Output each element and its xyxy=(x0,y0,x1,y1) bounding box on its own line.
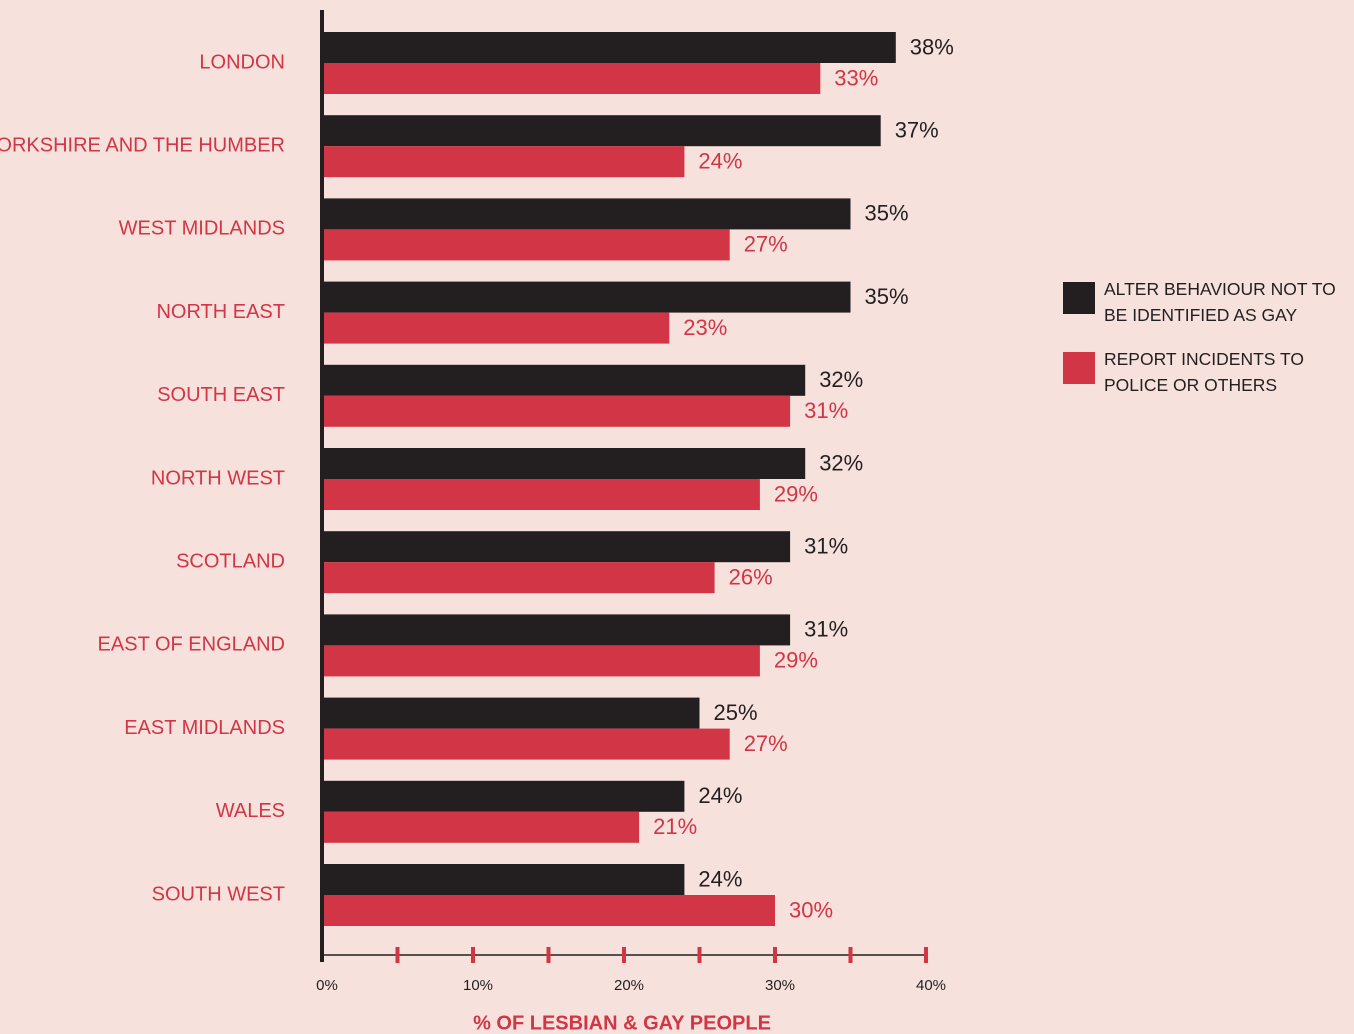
category-label: SCOTLAND xyxy=(176,550,285,572)
legend: ALTER BEHAVIOUR NOT TO BE IDENTIFIED AS … xyxy=(1063,279,1353,422)
value-label: 31% xyxy=(804,534,848,559)
value-label: 38% xyxy=(910,34,954,59)
category-label: NORTH WEST xyxy=(151,467,285,489)
x-axis-label: % OF LESBIAN & GAY PEOPLE xyxy=(473,1012,771,1034)
category-label: LONDON xyxy=(199,51,285,73)
value-label: 31% xyxy=(804,617,848,642)
value-label: 26% xyxy=(729,565,773,590)
bar xyxy=(322,312,670,344)
x-tick-label: 40% xyxy=(916,977,946,994)
value-label: 33% xyxy=(834,65,878,90)
bar xyxy=(322,115,881,147)
bar xyxy=(322,728,730,760)
value-label: 32% xyxy=(819,450,863,475)
value-label: 23% xyxy=(683,315,727,340)
x-tick-label: 0% xyxy=(316,977,338,994)
category-label: WEST MIDLANDS xyxy=(119,218,285,240)
legend-swatch xyxy=(1063,352,1095,384)
bar xyxy=(322,281,851,313)
value-label: 32% xyxy=(819,367,863,392)
value-label: 21% xyxy=(653,814,697,839)
bar xyxy=(322,229,730,261)
bar xyxy=(322,198,851,230)
category-label: EAST MIDLANDS xyxy=(124,717,285,739)
bar xyxy=(322,364,806,396)
value-label: 27% xyxy=(744,232,788,257)
value-label: 35% xyxy=(865,201,909,226)
category-label: SOUTH EAST xyxy=(157,384,285,406)
bar xyxy=(322,32,896,63)
value-label: 27% xyxy=(744,731,788,756)
bar xyxy=(322,864,685,895)
category-label: EAST OF ENGLAND xyxy=(98,634,285,656)
value-label: 37% xyxy=(895,118,939,143)
bar xyxy=(322,645,760,677)
value-label: 30% xyxy=(789,897,833,922)
bar xyxy=(322,448,806,479)
bar xyxy=(322,531,791,563)
bar xyxy=(322,614,791,646)
legend-label: REPORT INCIDENTS TO POLICE OR OTHERS xyxy=(1104,349,1304,395)
value-label: 24% xyxy=(698,149,742,174)
legend-item: ALTER BEHAVIOUR NOT TO BE IDENTIFIED AS … xyxy=(1063,279,1353,328)
value-label: 29% xyxy=(774,481,818,506)
bar xyxy=(322,697,700,729)
category-label: SOUTH WEST xyxy=(152,883,285,905)
value-label: 25% xyxy=(714,700,758,725)
x-tick-label: 10% xyxy=(463,977,493,994)
bar xyxy=(322,63,821,94)
bar xyxy=(322,395,791,427)
bar xyxy=(322,479,760,510)
value-label: 35% xyxy=(865,284,909,309)
value-label: 24% xyxy=(698,783,742,808)
bar xyxy=(322,562,715,594)
bar xyxy=(322,895,775,926)
category-label: YORKSHIRE AND THE HUMBER xyxy=(0,134,285,156)
x-tick-label: 30% xyxy=(765,977,795,994)
value-label: 24% xyxy=(698,866,742,891)
legend-item: REPORT INCIDENTS TO POLICE OR OTHERS xyxy=(1063,349,1353,398)
value-label: 31% xyxy=(804,398,848,423)
bar xyxy=(322,780,685,812)
bar xyxy=(322,811,640,843)
category-label: WALES xyxy=(216,800,285,822)
legend-label: ALTER BEHAVIOUR NOT TO BE IDENTIFIED AS … xyxy=(1104,279,1336,325)
bar xyxy=(322,146,685,178)
value-label: 29% xyxy=(774,648,818,673)
x-tick-label: 20% xyxy=(614,977,644,994)
category-label: NORTH EAST xyxy=(156,301,285,323)
legend-swatch xyxy=(1063,282,1095,314)
